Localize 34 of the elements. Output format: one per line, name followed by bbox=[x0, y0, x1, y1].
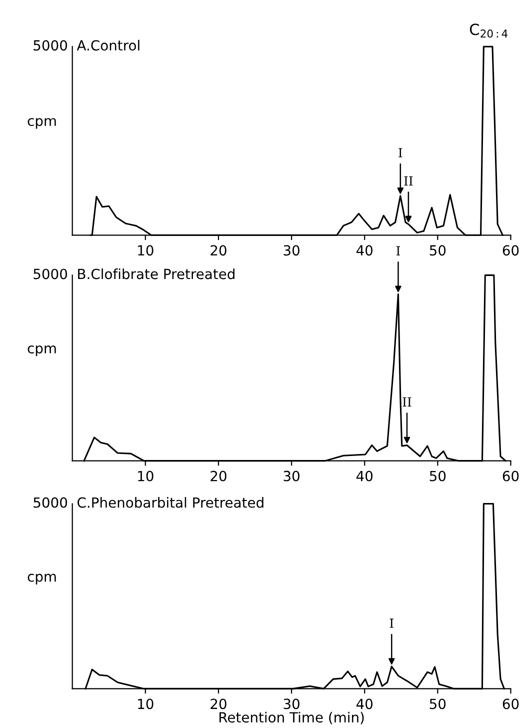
x-tick-label: 40 bbox=[356, 245, 373, 256]
y-axis-title: cpm bbox=[28, 118, 56, 129]
text: 5000 bbox=[34, 40, 68, 51]
y-axis-title: cpm bbox=[28, 345, 56, 356]
x-tick-label: 10 bbox=[138, 245, 154, 256]
annotation: II bbox=[402, 397, 412, 407]
x-tick-label: 50 bbox=[430, 245, 446, 256]
x-tick-label: 10 bbox=[138, 698, 154, 710]
chart-title: C.Phenobarbital Pretreated bbox=[78, 497, 264, 508]
x-axis-title: Retention Time (min) bbox=[219, 712, 364, 724]
text: 5000 bbox=[34, 497, 68, 508]
chart-title: B.Clofibrate Pretreated bbox=[78, 268, 234, 280]
x-tick-label: 30 bbox=[284, 470, 300, 482]
x-tick-label: 60 bbox=[502, 698, 519, 710]
x-tick-label: 60 bbox=[502, 245, 519, 256]
annotation: I bbox=[396, 246, 400, 256]
x-tick-label: 50 bbox=[430, 698, 446, 710]
text: 5000 bbox=[34, 268, 68, 280]
x-tick-label: 10 bbox=[138, 470, 154, 482]
x-tick-label: 40 bbox=[356, 470, 373, 482]
annotation: I bbox=[398, 148, 402, 158]
x-tick-label: 30 bbox=[284, 245, 300, 256]
x-tick-label: 40 bbox=[356, 698, 373, 710]
x-tick-label: 60 bbox=[502, 470, 519, 482]
x-tick-label: 20 bbox=[210, 470, 226, 482]
x-tick-label: 30 bbox=[284, 698, 300, 710]
y-axis-title: cpm bbox=[28, 574, 56, 584]
chart-title: A.Control bbox=[76, 40, 140, 51]
x-tick-label: 50 bbox=[430, 470, 446, 482]
x-tick-label: 20 bbox=[210, 245, 226, 256]
x-tick-label: 20 bbox=[210, 698, 226, 710]
annotation: C$_{20:4}$ bbox=[470, 24, 508, 38]
annotation: I bbox=[390, 618, 394, 628]
annotation: II bbox=[404, 176, 413, 186]
